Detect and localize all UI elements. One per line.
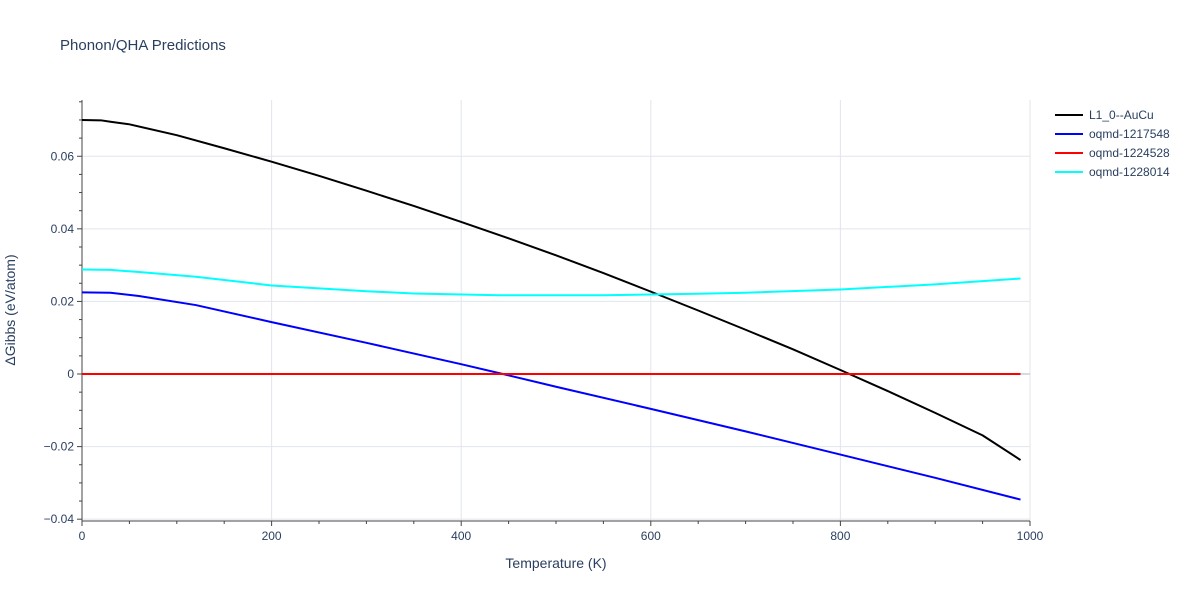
legend-item[interactable]: oqmd-1228014 [1055,165,1170,179]
series-line-L1_0--AuCu[interactable] [81,118,1022,461]
y-tick-label: 0 [67,367,74,381]
legend-item[interactable]: L1_0--AuCu [1055,108,1154,122]
series-line-oqmd-1228014[interactable] [81,268,1021,297]
legend[interactable]: L1_0--AuCu oqmd-1217548 oqmd-1224528 oqmd-1… [1055,108,1170,179]
y-axis-title: ΔGibbs (eV/atom) [2,254,18,365]
chart-title: Phonon/QHA Predictions [60,37,226,54]
y-tick-label: 0.04 [51,222,75,236]
axes [77,100,1031,526]
y-tick-label: −0.04 [44,512,75,526]
x-tick-label: 200 [262,529,282,543]
y-tick-label: −0.02 [44,440,75,454]
x-axis-title: Temperature (K) [505,555,606,571]
x-tick-label: 400 [451,529,471,543]
tick-labels: 0 200 400 600 800 1000 −0.04 −0.02 0 0.02 0.04 0.06 [44,149,1044,543]
x-tick-label: 0 [79,529,86,543]
x-tick-label: 800 [830,529,850,543]
legend-label: L1_0--AuCu [1089,108,1154,122]
legend-label: oqmd-1224528 [1089,146,1170,160]
legend-label: oqmd-1228014 [1089,165,1170,179]
x-tick-label: 600 [641,529,661,543]
series-lines [81,118,1022,501]
legend-label: oqmd-1217548 [1089,127,1170,141]
gridlines [82,100,1031,521]
x-tick-label: 1000 [1017,529,1044,543]
y-tick-label: 0.06 [51,149,75,163]
legend-item[interactable]: oqmd-1224528 [1055,146,1170,160]
y-tick-label: 0.02 [51,294,75,308]
series-line-oqmd-1217548[interactable] [81,291,1021,501]
legend-item[interactable]: oqmd-1217548 [1055,127,1170,141]
